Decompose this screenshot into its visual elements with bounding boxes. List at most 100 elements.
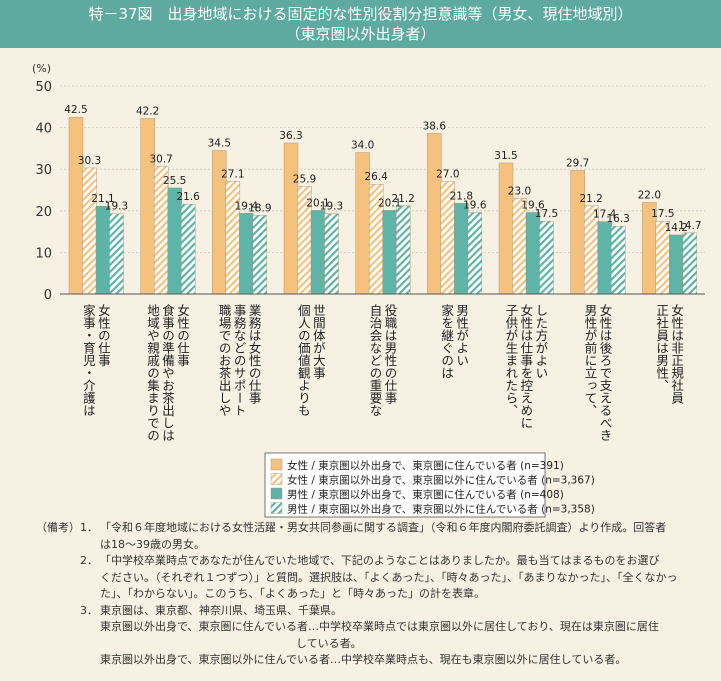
note-item-3: 3． 東京圏は、東京都、神奈川県、埼玉県、千葉県。 — [36, 603, 706, 620]
note-text: 東京圏以外出身で、東京圏に住んでいる者…中学校卒業時点では東京圏以外に居住してお… — [100, 620, 659, 633]
note-item-2: 2． 「中学校卒業時点であなたが住んでいた地域で、下記のようなことはありましたか… — [36, 553, 706, 570]
legend-label: 男性 / 東京圏以外出身で、東京圏に住んでいる者 (n=408) — [287, 488, 564, 501]
category-label: 女性の仕事 — [175, 303, 190, 367]
note-item-2-cont: た」、「わからない」。このうち、「よくあった」と「時々あった」の計を表章。 — [36, 586, 706, 603]
data-label: 27.0 — [436, 169, 459, 181]
y-axis-label: (%) — [32, 62, 51, 75]
data-label: 34.0 — [351, 140, 374, 152]
y-tick-label: 40 — [35, 122, 52, 137]
legend-swatch — [270, 458, 283, 471]
chart-title: 特－37図 出身地域における固定的な性別役割分担意識等（男女、現住地域別） — [88, 5, 633, 23]
note-text: 東京圏以外出身で、東京圏以外に住んでいる者…中学校卒業時点も、現在も東京圏以外に… — [100, 653, 627, 666]
data-label: 17.5 — [535, 208, 558, 220]
data-label: 30.3 — [78, 155, 101, 167]
data-label: 27.1 — [221, 168, 244, 180]
bar — [252, 215, 268, 295]
data-label: 19.4 — [235, 200, 259, 212]
bar — [454, 203, 469, 295]
data-label: 21.6 — [176, 191, 200, 203]
data-label: 19.6 — [521, 199, 545, 211]
bar — [310, 210, 326, 295]
category-label: 業務は女性の仕事 — [247, 303, 262, 404]
data-label: 31.5 — [494, 150, 517, 162]
bar — [283, 142, 299, 295]
data-label: 21.8 — [450, 190, 473, 202]
bar — [597, 221, 612, 295]
bar — [140, 118, 155, 295]
bar — [525, 212, 541, 295]
data-label: 36.3 — [279, 130, 302, 142]
bar — [539, 220, 554, 295]
note-item-1: （備考） 1． 「令和６年度地域における女性活躍・男女共同参画に関する調査」（令… — [36, 520, 706, 537]
data-label: 22.0 — [638, 189, 661, 201]
legend-label: 女性 / 東京圏以外出身で、東京圏以外に住んでいる者 (n=3,367) — [287, 474, 595, 487]
legend-label: 男性 / 東京圏以外出身で、東京圏以外に住んでいる者 (n=3,358) — [287, 503, 595, 516]
category-label: 男性が前に立って、 — [583, 304, 598, 417]
y-tick-label: 50 — [35, 80, 52, 95]
y-tick-label: 20 — [35, 205, 52, 220]
bar — [95, 206, 111, 295]
bar-chart: 42.530.321.119.342.230.725.521.634.527.1… — [32, 62, 705, 518]
category-label: 正社員は男性、 — [654, 304, 669, 392]
category-label: 女性は非正規社員 — [669, 303, 684, 404]
notes: （備考） 1． 「令和６年度地域における女性活躍・男女共同参画に関する調査」（令… — [36, 520, 706, 669]
data-label: 19.3 — [105, 201, 128, 213]
title-bar: 特－37図 出身地域における固定的な性別役割分担意識等（男女、現住地域別） （東… — [0, 0, 721, 48]
y-tick-label: 10 — [35, 246, 52, 261]
notes-lead: （備考） — [36, 521, 80, 534]
category-label: 家を継ぐのは — [439, 303, 454, 379]
data-label: 42.5 — [64, 104, 87, 116]
legend-box — [264, 452, 546, 518]
category-label: 地域や親戚の集まりでの — [145, 304, 160, 442]
chart-subtitle: （東京圏以外出身者） — [285, 25, 436, 43]
category-label: 世間体が大事 — [311, 304, 326, 379]
y-tick-label: 30 — [35, 163, 52, 178]
data-label: 19.3 — [320, 201, 343, 213]
category-label: 食事の準備やお茶出しは — [160, 303, 175, 442]
data-label: 42.2 — [136, 105, 159, 117]
data-label: 23.0 — [508, 185, 531, 197]
note-text: 「令和６年度地域における女性活躍・男女共同参画に関する調査」（令和６年度内閣府委… — [100, 521, 667, 534]
category-label: 家事・育児・介護は — [81, 303, 96, 417]
note-definition-1: 東京圏以外出身で、東京圏に住んでいる者…中学校卒業時点では東京圏以外に居住してお… — [36, 619, 706, 636]
bar — [498, 162, 514, 295]
category-label: 男性がよい — [454, 304, 469, 367]
note-item-1-cont: は18～39歳の男女。 — [36, 537, 706, 554]
bar — [570, 170, 585, 295]
note-definition-2: 東京圏以外出身で、東京圏以外に住んでいる者…中学校卒業時点も、現在も東京圏以外に… — [36, 652, 706, 669]
note-number: 2． — [80, 554, 98, 567]
bar — [68, 116, 84, 295]
data-label: 16.3 — [606, 213, 629, 225]
bar — [382, 210, 397, 295]
bar — [467, 212, 483, 295]
category-label: 子供が生まれたら、 — [503, 304, 518, 417]
category-label: 女性の仕事 — [96, 303, 111, 367]
data-label: 14.7 — [678, 220, 701, 232]
bar — [512, 198, 527, 295]
bar — [395, 205, 411, 295]
note-item-2-cont: ください。（それぞれ１つずつ）」と質問。選択肢は、「よくあった」、「時々あった」… — [36, 570, 706, 587]
data-label: 21.2 — [579, 193, 602, 205]
legend-swatch — [270, 502, 283, 514]
data-label: 20.1 — [378, 197, 401, 209]
category-label: 女性は後ろで支えるべき — [598, 303, 613, 442]
note-number: 1． — [80, 521, 98, 534]
data-label: 30.7 — [149, 153, 172, 165]
note-text: 「中学校卒業時点であなたが住んでいた地域で、下記のようなことはありましたか。最も… — [100, 554, 660, 567]
data-label: 18.9 — [248, 202, 271, 214]
bar — [109, 213, 124, 295]
data-label: 21.1 — [91, 193, 114, 205]
data-label: 38.6 — [423, 120, 447, 132]
bar — [427, 133, 442, 295]
note-text: ください。（それぞれ１つずつ）」と質問。選択肢は、「よくあった」、「時々あった」… — [100, 570, 678, 584]
data-label: 25.5 — [163, 175, 186, 187]
note-definition-1-cont: している者。 — [36, 636, 706, 653]
data-label: 17.5 — [651, 208, 674, 220]
data-label: 25.9 — [293, 173, 316, 185]
bar — [167, 187, 182, 295]
data-label: 26.4 — [364, 171, 388, 183]
note-number: 3． — [80, 603, 98, 617]
category-label: 女性は仕事を控えめに — [518, 303, 533, 429]
bar — [682, 232, 698, 295]
data-label: 21.2 — [391, 193, 414, 205]
